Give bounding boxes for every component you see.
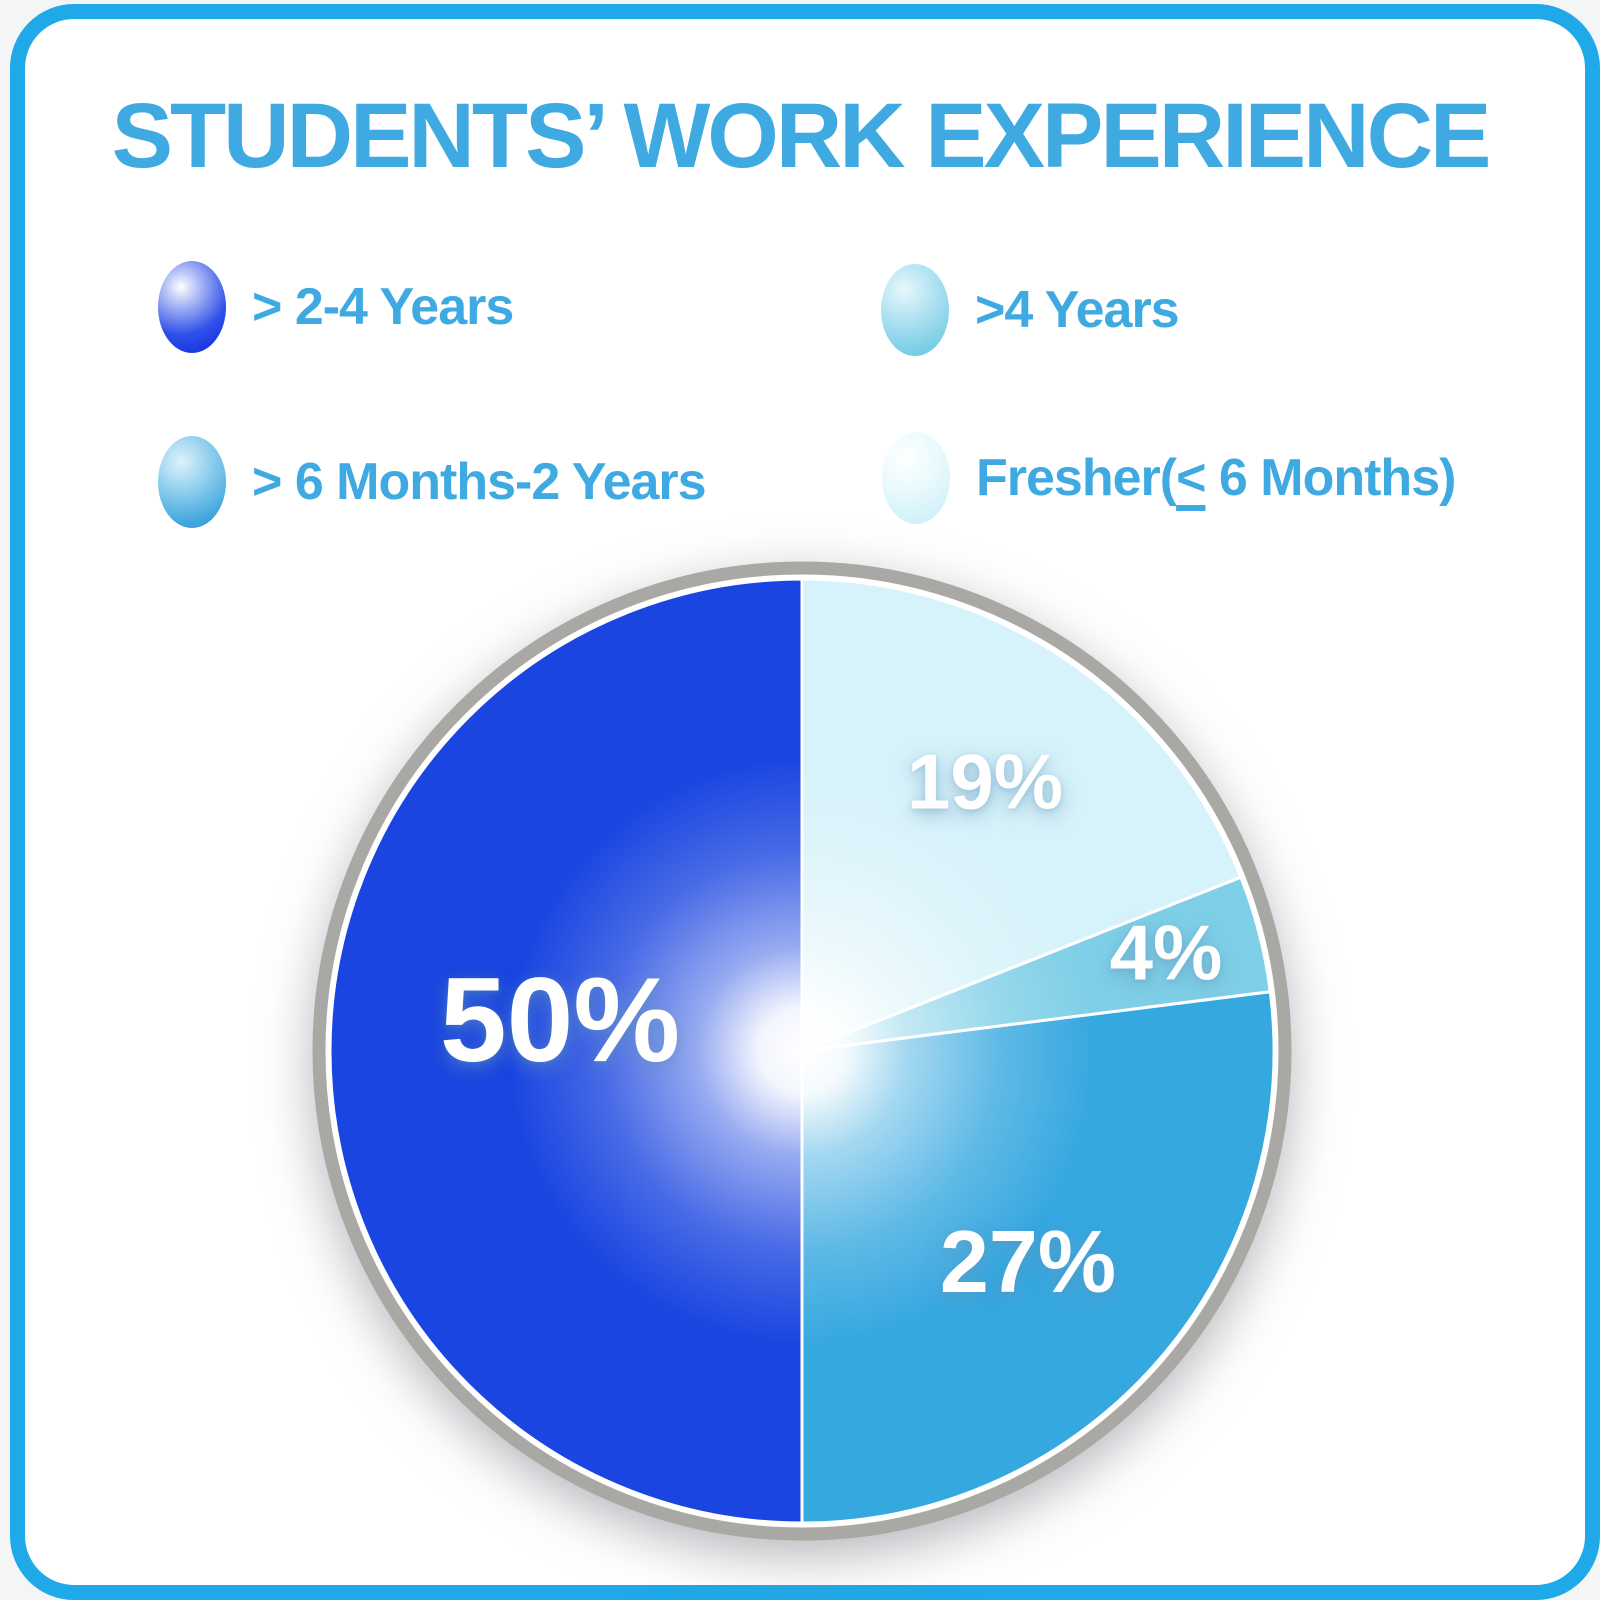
legend-item-6-months-2-years: > 6 Months-2 Years (158, 436, 707, 528)
legend-item-4-years: >4 Years (881, 264, 1180, 356)
legend-item-2-4-years: > 2-4 Years (158, 261, 514, 353)
pie-label-2-4-years: 50% (439, 953, 681, 1087)
legend-label-fresher: Fresher(< 6 Months) (976, 448, 1457, 508)
legend-label-fresher-suffix: 6 Months) (1205, 449, 1457, 507)
legend-bullet-2-4-years-icon (158, 261, 226, 353)
pie-svg (312, 561, 1292, 1541)
pie-center-glow (328, 577, 1276, 1525)
legend-label-2-4-years: > 2-4 Years (252, 278, 514, 336)
pie-chart (302, 551, 1302, 1551)
legend-bullet-4-years-icon (881, 264, 949, 356)
page-title: STUDENTS’ WORK EXPERIENCE (111, 85, 1492, 187)
pie-label-4-years: 4% (1109, 908, 1223, 997)
pie-label-fresher: 19% (906, 737, 1064, 826)
legend-label-4-years: >4 Years (975, 281, 1180, 339)
legend-label-fresher-lte-symbol: < (1176, 449, 1206, 507)
legend-label-fresher-prefix: Fresher( (976, 449, 1177, 507)
legend-bullet-6-months-2-years-icon (158, 436, 226, 528)
pie-label-6-months-2-years: 27% (939, 1212, 1117, 1311)
legend-item-fresher: Fresher(< 6 Months) (882, 432, 1457, 524)
legend-bullet-fresher-icon (882, 432, 950, 524)
legend-label-6-months-2-years: > 6 Months-2 Years (252, 453, 707, 511)
